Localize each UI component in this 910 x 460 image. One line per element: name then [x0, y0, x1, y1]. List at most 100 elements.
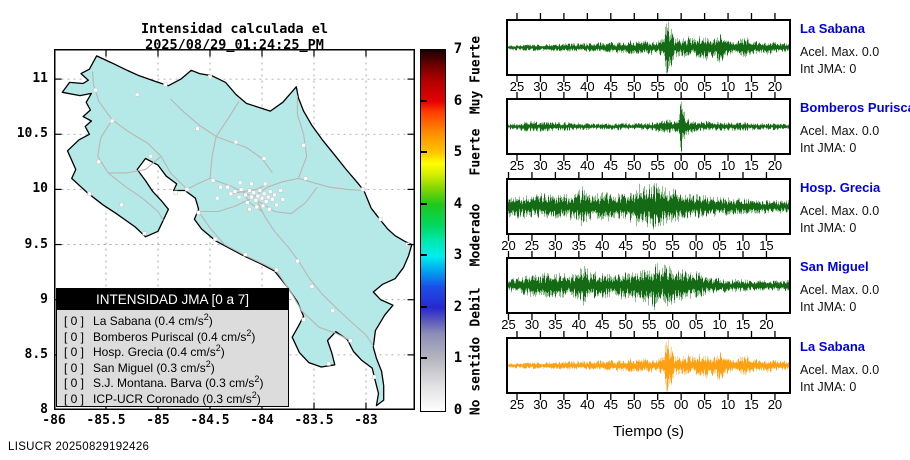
y-tick-label: 10: [32, 181, 48, 197]
colorbar-tick: [421, 305, 427, 308]
waveform-tick-label: 50: [627, 397, 641, 412]
x-tick-label: -85.5: [86, 413, 126, 428]
station-marker: [135, 92, 140, 97]
waveform-tick-label: 05: [697, 397, 711, 412]
road: [209, 135, 273, 179]
legend-jma-value: [ 0 ]: [64, 329, 85, 344]
waveform-tick-label: 55: [650, 79, 664, 94]
waveform-tick-label: 35: [548, 317, 562, 332]
station-marker: [267, 207, 272, 212]
station-marker: [262, 191, 267, 196]
waveform-trace-main: [508, 105, 789, 152]
acel-max-label: Acel. Max. 0.0: [800, 363, 880, 377]
station-marker: [255, 193, 260, 199]
costa-rica-map: [54, 49, 415, 410]
waveform-box: [506, 337, 791, 394]
waveform-tick-label: 30: [533, 158, 547, 173]
int-jma-label: Int JMA: 0: [800, 300, 857, 314]
station-marker: [96, 159, 101, 164]
waveform-tick-label: 15: [744, 158, 758, 173]
x-tick-label: -86: [42, 413, 66, 428]
intensity-legend: INTENSIDAD JMA [0 a 7] [ 0 ] La Sabana (0…: [56, 288, 289, 407]
waveform-tick-label: 35: [557, 158, 571, 173]
colorbar-tick: [421, 357, 427, 360]
waveform-tick-label: 25: [510, 158, 524, 173]
waveform-tick-label: 05: [712, 238, 726, 253]
intensity-colorbar: [420, 49, 446, 412]
waveform-panel-1: 25 30 35 40 45 50 55 00 05 10 15 20: [506, 13, 791, 94]
station-marker: [211, 178, 216, 183]
waveform-tick-label: 10: [736, 238, 750, 253]
waveform-tick-label: 50: [627, 158, 641, 173]
station-marker: [93, 88, 98, 93]
station-marker: [239, 187, 244, 192]
legend-row: [ 0 ] San Miguel (0.3 cm/s2): [57, 357, 288, 375]
y-tick-label: 10.5: [16, 126, 48, 142]
waveform-trace: [508, 263, 789, 311]
station-marker: [259, 196, 265, 201]
station-marker: [254, 204, 259, 210]
station-marker: [213, 236, 218, 242]
waveform-tick-label: 45: [604, 397, 618, 412]
legend-station-name: ICP-UCR Coronado (0.3 cm/s: [93, 391, 252, 406]
waveform-tick-label: 25: [501, 317, 515, 332]
waveform-tick-label: 20: [768, 397, 782, 412]
waveform-tick-label: 30: [533, 79, 547, 94]
waveform-tick-label: 40: [580, 397, 594, 412]
int-jma-label: Int JMA: 0: [800, 380, 857, 394]
waveform-tick-label: 45: [595, 317, 609, 332]
legend-jma-value: [ 0 ]: [64, 376, 85, 391]
waveform-tick-label: 10: [721, 79, 735, 94]
waveform-tick-label: 50: [642, 238, 656, 253]
y-tick-label: 8.5: [24, 346, 48, 362]
legend-unit-exp: 2: [246, 327, 252, 338]
station-marker: [301, 317, 306, 322]
waveform-tick-label: 10: [721, 397, 735, 412]
road: [198, 196, 254, 213]
station-marker: [278, 188, 283, 193]
waveform-box: [506, 98, 791, 155]
legend-close-paren: ): [208, 314, 213, 328]
waveform-tick-label: 00: [674, 79, 688, 94]
station-marker: [87, 191, 92, 196]
waveform-tick-label: 40: [580, 158, 594, 173]
station-marker: [303, 176, 308, 181]
y-tick-label: 9.5: [24, 236, 48, 252]
legend-jma-value: [ 0 ]: [64, 345, 85, 360]
waveform-tick-label: 00: [674, 397, 688, 412]
waveform-tick-label: 05: [697, 158, 711, 173]
colorbar-tick-label: 3: [453, 247, 463, 264]
station-name: Bomberos Puriscal: [800, 100, 910, 115]
waveform-tick-label: 30: [525, 317, 539, 332]
colorbar-tick-label: 1: [453, 350, 463, 367]
time-axis-label: Tiempo (s): [612, 423, 685, 440]
station-marker: [110, 118, 115, 124]
waveform-tick-label: 40: [580, 79, 594, 94]
station-marker: [238, 180, 243, 185]
legend-station-name: San Miguel (0.3 cm/s: [93, 360, 206, 375]
acel-max-label: Acel. Max. 0.0: [800, 204, 880, 218]
station-marker: [264, 199, 269, 204]
y-tick-label: 11: [32, 71, 48, 87]
waveform-tick-label: 20: [768, 79, 782, 94]
road: [256, 200, 374, 347]
station-marker: [245, 200, 250, 205]
waveform-tick-label: 30: [533, 397, 547, 412]
waveform-tick-label: 00: [665, 317, 679, 332]
waveform-tick-label: 55: [642, 317, 656, 332]
legend-close-paren: ): [259, 376, 264, 391]
waveform-tick-label: 05: [689, 317, 703, 332]
waveform-box: [506, 257, 791, 314]
station-marker: [330, 308, 335, 313]
x-tick-label: -84.5: [190, 413, 230, 428]
station-marker: [243, 192, 248, 197]
acel-max-label: Acel. Max. 0.0: [800, 124, 880, 138]
legend-row: [ 0 ] S.J. Montana. Barva (0.3 cm/s2): [57, 372, 288, 391]
legend-station-name: Bomberos Puriscal (0.4 cm/s: [93, 329, 247, 344]
waveform-tick-label: 30: [548, 238, 562, 253]
legend-jma-value: [ 0 ]: [64, 314, 85, 328]
station-marker: [309, 284, 314, 289]
waveform-tick-label: 35: [557, 397, 571, 412]
legend-row: [ 0 ] Bomberos Puriscal (0.4 cm/s2): [57, 326, 288, 344]
